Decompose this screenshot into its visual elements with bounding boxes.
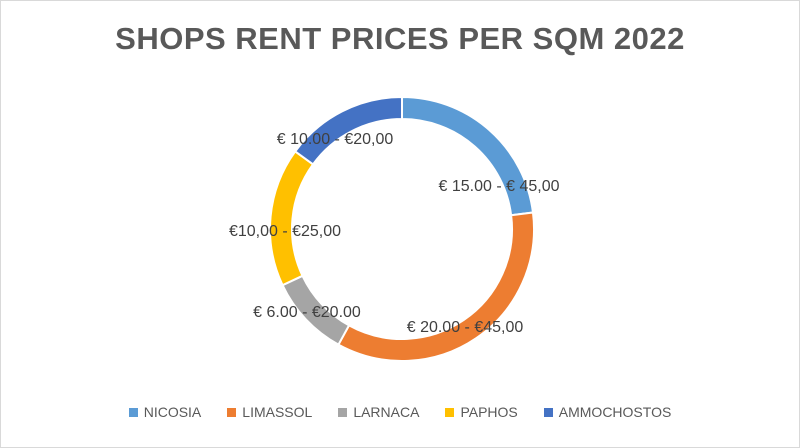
slice-label-nicosia: € 15.00 - € 45,00 [439, 178, 560, 195]
legend-label: AMMOCHOSTOS [558, 404, 672, 420]
slice-nicosia [401, 95, 535, 217]
slice-label-paphos: €10,00 - €25,00 [229, 223, 341, 240]
legend-label: PAPHOS [460, 404, 518, 420]
legend-label: NICOSIA [143, 404, 202, 420]
legend: NICOSIA LIMASSOL LARNACA PAPHOS AMMOCHOSTOS [1, 404, 799, 420]
slice-limassol [337, 211, 535, 362]
legend-swatch [543, 407, 553, 417]
legend-item-nicosia: NICOSIA [128, 404, 202, 420]
labels-layer: € 15.00 - € 45,00 € 20.00 - €45,00 € 6.00 … [229, 131, 560, 336]
legend-item-ammochostos: AMMOCHOSTOS [543, 404, 672, 420]
legend-swatch [227, 407, 237, 417]
slices-layer [269, 95, 535, 362]
chart-title: SHOPS RENT PRICES PER SQM 2022 [115, 21, 685, 56]
slice-ammochostos [293, 95, 403, 166]
slice-label-larnaca: € 6.00 - €20.00 [253, 304, 361, 321]
legend-label: LARNACA [353, 404, 420, 420]
slice-label-ammochostos: € 10.00 - €20,00 [277, 131, 394, 148]
slice-paphos [269, 150, 315, 287]
slice-label-limassol: € 20.00 - €45,00 [407, 319, 524, 336]
legend-item-larnaca: LARNACA [338, 404, 419, 420]
legend-label: LIMASSOL [242, 404, 313, 420]
legend-swatch [338, 407, 348, 417]
legend-item-limassol: LIMASSOL [227, 404, 312, 420]
legend-item-paphos: PAPHOS [445, 404, 518, 420]
legend-swatch [445, 407, 455, 417]
legend-swatch [128, 407, 138, 417]
